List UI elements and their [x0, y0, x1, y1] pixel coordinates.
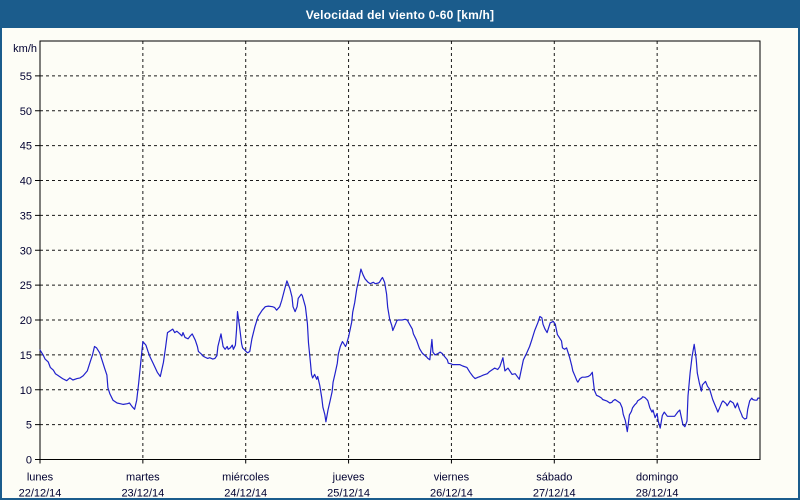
day-name-label: viernes [434, 472, 470, 484]
y-tick-label: 30 [20, 245, 32, 257]
day-date-label: 23/12/14 [121, 488, 164, 499]
y-tick-label: 5 [26, 420, 32, 432]
title-bar: Velocidad del viento 0-60 [km/h] [2, 2, 798, 28]
day-name-label: sábado [536, 472, 572, 484]
y-tick-label: 20 [20, 315, 32, 327]
y-tick-label: 0 [26, 455, 32, 467]
y-tick-label: 45 [20, 141, 32, 153]
y-tick-label: 50 [20, 106, 32, 118]
y-tick-label: 55 [20, 71, 32, 83]
day-name-label: jueves [332, 472, 365, 484]
y-tick-label: 40 [20, 176, 32, 188]
day-name-label: lunes [27, 472, 54, 484]
page-title: Velocidad del viento 0-60 [km/h] [305, 8, 495, 22]
day-date-label: 25/12/14 [327, 488, 370, 499]
y-tick-label: 10 [20, 385, 32, 397]
wind-speed-chart-svg: 0 5 10 15 20 25 30 35 40 45 50 55 km/h lunes 22/12/14 m… [13, 40, 761, 499]
y-tick-label: 15 [20, 350, 32, 362]
day-name-label: martes [126, 472, 160, 484]
chart-area: 0 5 10 15 20 25 30 35 40 45 50 55 km/h lunes 22/12/14 m… [2, 28, 798, 498]
day-date-label: 22/12/14 [19, 488, 62, 499]
day-name-label: miércoles [222, 472, 270, 484]
y-tick-label: 35 [20, 210, 32, 222]
day-name-label: domingo [636, 472, 678, 484]
day-date-label: 27/12/14 [533, 488, 576, 499]
plot-box [39, 40, 761, 460]
y-tick-label: 25 [20, 280, 32, 292]
day-date-label: 24/12/14 [224, 488, 267, 499]
y-axis-unit-label: km/h [13, 43, 37, 55]
series-line [39, 268, 760, 433]
day-date-label: 28/12/14 [636, 488, 679, 499]
day-date-label: 26/12/14 [430, 488, 473, 499]
